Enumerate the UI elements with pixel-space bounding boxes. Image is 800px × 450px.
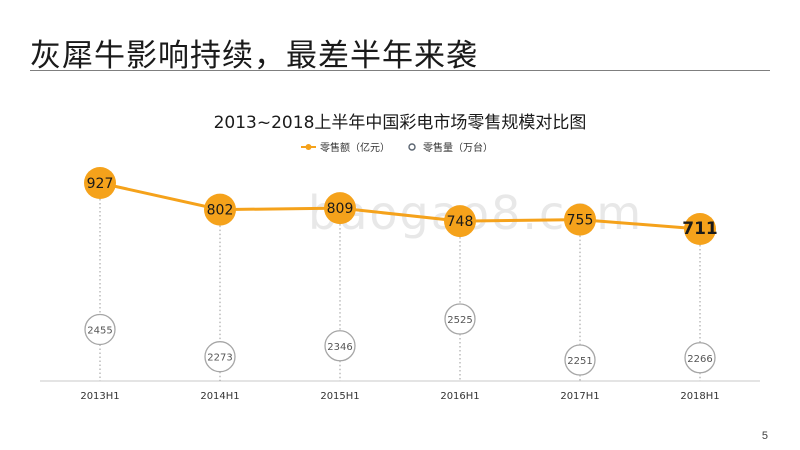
legend-sales-marker (305, 144, 312, 150)
volume-label: 2273 (207, 353, 232, 364)
legend: 零售额（亿元） 零售量（万台） (301, 141, 493, 154)
volume-point (564, 344, 596, 376)
legend-volume-marker (408, 143, 416, 151)
volume-point (324, 330, 356, 362)
sales-label: 809 (327, 201, 354, 217)
sales-label: 927 (87, 176, 114, 192)
volume-point (204, 341, 236, 373)
sales-label: 802 (207, 203, 234, 219)
plot-area: 2455 2273 2346 2525 2251 2266 927 802 809 748 755 7… (40, 167, 760, 402)
volume-label: 2455 (87, 325, 112, 336)
volume-label: 2525 (447, 315, 472, 326)
chart-title: 2013~2018上半年中国彩电市场零售规模对比图 (214, 113, 587, 133)
sales-label: 755 (567, 213, 594, 229)
sales-label: 748 (447, 214, 474, 230)
volume-label: 2346 (327, 342, 352, 353)
x-tick-label: 2013H1 (80, 391, 119, 402)
sales-point (444, 205, 476, 238)
x-tick-label: 2014H1 (200, 391, 239, 402)
volume-point (444, 303, 476, 335)
volume-label: 2251 (567, 356, 592, 367)
title-divider (30, 70, 770, 71)
volume-point (684, 342, 716, 374)
sales-point (204, 193, 236, 226)
sales-point (84, 167, 116, 199)
x-tick-label: 2016H1 (440, 391, 479, 402)
sales-point (324, 192, 356, 225)
volume-point (84, 313, 116, 346)
sales-point (684, 213, 716, 245)
sales-label: 711 (682, 219, 718, 239)
page-number: 5 (761, 430, 768, 442)
x-tick-label: 2017H1 (560, 391, 599, 402)
x-tick-label: 2015H1 (320, 391, 359, 402)
x-tick-label: 2018H1 (680, 391, 719, 402)
legend-volume-label: 零售量（万台） (423, 141, 493, 154)
sales-line (99, 181, 701, 231)
slide-title: 灰犀牛影响持续，最差半年来袭 (30, 38, 478, 74)
legend-sales-label: 零售额（亿元） (320, 141, 390, 154)
volume-label: 2266 (687, 354, 712, 365)
sales-point (564, 203, 596, 236)
